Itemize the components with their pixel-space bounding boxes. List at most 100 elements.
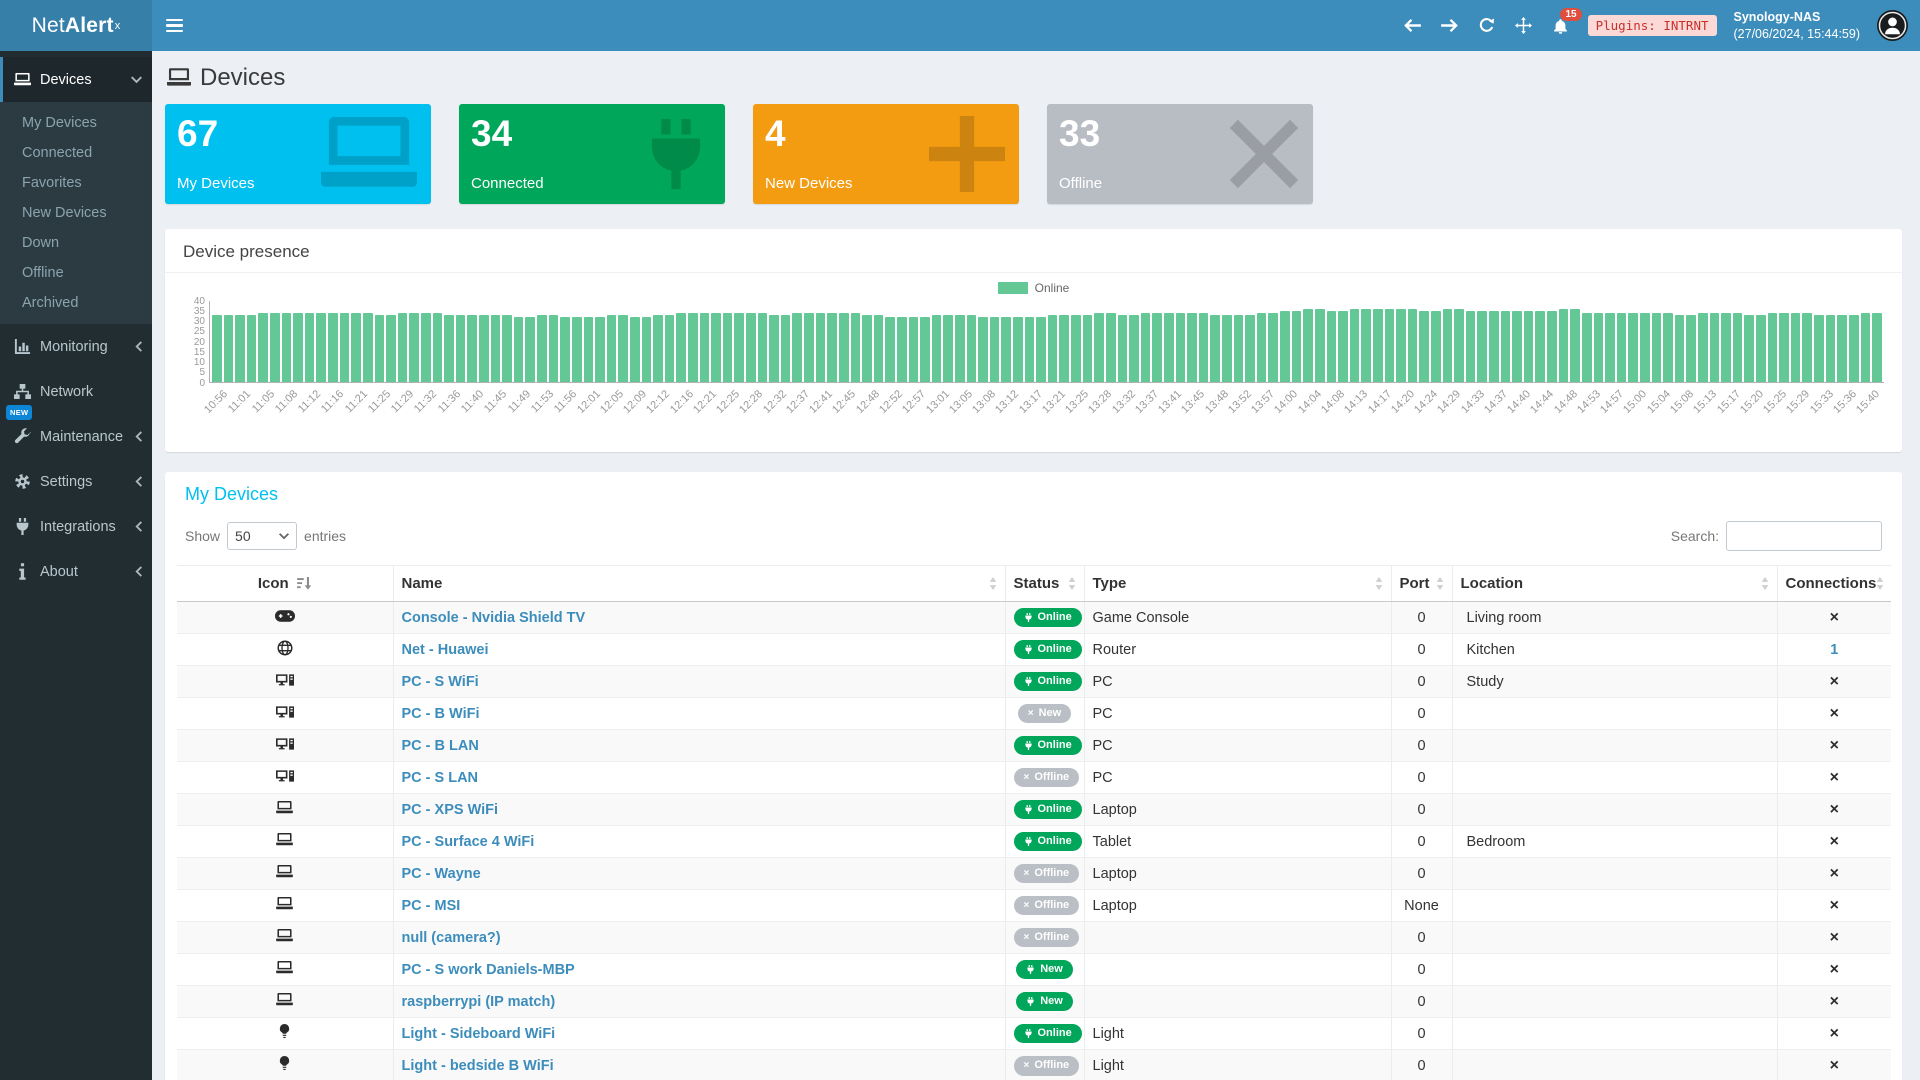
desktop-icon xyxy=(276,770,294,782)
sidebar-subitem-offline[interactable]: Offline xyxy=(22,265,64,281)
device-name-link[interactable]: Console - Nvidia Shield TV xyxy=(401,609,586,626)
page-title: Devices xyxy=(200,64,286,91)
chart-title: Device presence xyxy=(183,242,310,261)
sidebar-toggle-icon[interactable] xyxy=(152,0,196,51)
chart-legend[interactable]: Online xyxy=(183,275,1884,301)
column-header-status[interactable]: Status xyxy=(1005,565,1085,602)
device-type-cell: Laptop xyxy=(1084,793,1392,826)
user-avatar[interactable] xyxy=(1877,10,1908,41)
summary-card-new-devices[interactable]: 4 New Devices xyxy=(753,104,1019,204)
no-connections-x-icon: × xyxy=(1829,736,1839,754)
device-name-link[interactable]: PC - XPS WiFi xyxy=(401,801,499,818)
chart-bar xyxy=(1535,311,1546,382)
sidebar-item-devices[interactable]: Devices xyxy=(0,57,152,102)
sidebar-subitem-my-devices[interactable]: My Devices xyxy=(22,115,97,131)
sidebar-item-network[interactable]: Network xyxy=(0,369,152,414)
notifications-bell-icon[interactable]: 15 xyxy=(1551,7,1582,36)
device-connections-cell: × xyxy=(1777,1049,1891,1080)
status-badge: Online xyxy=(1013,831,1082,852)
column-header-port[interactable]: Port xyxy=(1391,565,1453,602)
plugins-status-badge[interactable]: Plugins: INTRNT xyxy=(1587,15,1717,36)
device-port-cell: 0 xyxy=(1391,601,1453,634)
no-connections-x-icon: × xyxy=(1829,896,1839,914)
no-connections-x-icon: × xyxy=(1829,608,1839,626)
chart-bar xyxy=(931,315,942,382)
device-name-link[interactable]: PC - S LAN xyxy=(401,769,479,786)
device-status-cell: Online xyxy=(1005,601,1085,634)
sidebar-item-settings[interactable]: Settings xyxy=(0,459,152,504)
device-icon-cell xyxy=(177,985,394,1018)
device-name-link[interactable]: PC - Wayne xyxy=(401,865,481,882)
device-name-link[interactable]: PC - Surface 4 WiFi xyxy=(401,833,535,850)
device-type-cell: Light xyxy=(1084,1049,1392,1080)
sidebar-subitem-down[interactable]: Down xyxy=(22,235,60,251)
chart-bar xyxy=(815,313,826,382)
column-header-location[interactable]: Location xyxy=(1452,565,1778,602)
device-icon-cell xyxy=(177,633,394,666)
connections-count-link[interactable]: 1 xyxy=(1830,641,1839,658)
sidebar-subitem-connected[interactable]: Connected xyxy=(22,145,93,161)
column-header-name[interactable]: Name xyxy=(393,565,1006,602)
page-length-select[interactable]: 50 xyxy=(227,522,298,550)
app-logo[interactable]: Net Alert x xyxy=(0,0,152,51)
move-icon[interactable] xyxy=(1514,16,1534,36)
gamepad-icon xyxy=(275,610,295,622)
chart-bar xyxy=(1477,311,1488,382)
chart-bar xyxy=(687,313,698,382)
summary-card-connected[interactable]: 34 Connected xyxy=(459,104,725,204)
chart-bar xyxy=(955,315,965,382)
device-connections-cell: × xyxy=(1777,921,1891,954)
device-name-link[interactable]: Net - Huawei xyxy=(401,641,489,658)
device-name-link[interactable]: raspberrypi (IP match) xyxy=(401,993,556,1010)
status-badge: × Offline xyxy=(1013,896,1080,916)
device-icon-cell xyxy=(177,601,394,634)
device-name-cell: PC - B LAN xyxy=(393,729,1006,762)
chart-bar xyxy=(1732,313,1743,382)
back-icon[interactable] xyxy=(1403,16,1423,36)
new-feature-badge: NEW xyxy=(6,405,33,420)
card-value: 34 xyxy=(471,113,513,154)
no-connections-x-icon: × xyxy=(1829,672,1839,690)
chart-bar xyxy=(537,315,547,382)
device-location-cell: Living room xyxy=(1452,601,1778,634)
chart-bar xyxy=(1140,313,1151,382)
device-port-cell: 0 xyxy=(1391,1049,1453,1080)
y-tick-label: 35 xyxy=(193,305,205,317)
refresh-icon[interactable] xyxy=(1477,16,1497,36)
sidebar-item-monitoring[interactable]: Monitoring xyxy=(0,324,152,369)
forward-icon[interactable] xyxy=(1440,16,1460,36)
device-location-cell: Study xyxy=(1452,665,1778,698)
summary-card-my-devices[interactable]: 67 My Devices xyxy=(165,104,431,204)
device-name-link[interactable]: PC - B LAN xyxy=(401,737,479,754)
device-name-link[interactable]: PC - S WiFi xyxy=(401,673,479,690)
sidebar-item-integrations[interactable]: Integrations xyxy=(0,504,152,549)
sidebar-subitem-archived[interactable]: Archived xyxy=(22,295,79,311)
sidebar-subitem-new-devices[interactable]: New Devices xyxy=(22,205,107,221)
device-type-cell: Game Console xyxy=(1084,601,1392,634)
chart-bar xyxy=(1744,315,1755,382)
device-name-link[interactable]: PC - B WiFi xyxy=(401,705,480,722)
sidebar-item-maintenance[interactable]: Maintenance xyxy=(0,414,152,459)
column-header-icon[interactable]: Icon xyxy=(177,565,394,602)
chart-bar xyxy=(293,313,303,382)
device-type-cell: PC xyxy=(1084,665,1392,698)
device-name-link[interactable]: PC - S work Daniels-MBP xyxy=(401,961,575,978)
device-name-cell: Console - Nvidia Shield TV xyxy=(393,601,1006,634)
search-input[interactable] xyxy=(1726,521,1882,551)
summary-card-offline[interactable]: 33 Offline xyxy=(1047,104,1313,204)
column-header-connections[interactable]: Connections xyxy=(1777,565,1891,602)
column-header-type[interactable]: Type xyxy=(1084,565,1392,602)
device-name-link[interactable]: PC - MSI xyxy=(401,897,461,914)
device-type-cell xyxy=(1084,985,1392,1018)
device-status-cell: New xyxy=(1005,985,1085,1018)
device-name-link[interactable]: Light - Sideboard WiFi xyxy=(401,1025,556,1042)
laptop-icon xyxy=(276,929,293,942)
device-location-cell: Kitchen xyxy=(1452,633,1778,666)
sidebar-item-about[interactable]: About xyxy=(0,549,152,594)
my-devices-panel: My Devices Show 50 entries Search: Icon N… xyxy=(165,472,1902,1080)
status-badge: New xyxy=(1016,959,1073,980)
device-name-link[interactable]: null (camera?) xyxy=(401,929,501,946)
device-name-link[interactable]: Light - bedside B WiFi xyxy=(401,1057,554,1074)
chart-bar xyxy=(1442,309,1453,382)
sidebar-subitem-favorites[interactable]: Favorites xyxy=(22,175,82,191)
